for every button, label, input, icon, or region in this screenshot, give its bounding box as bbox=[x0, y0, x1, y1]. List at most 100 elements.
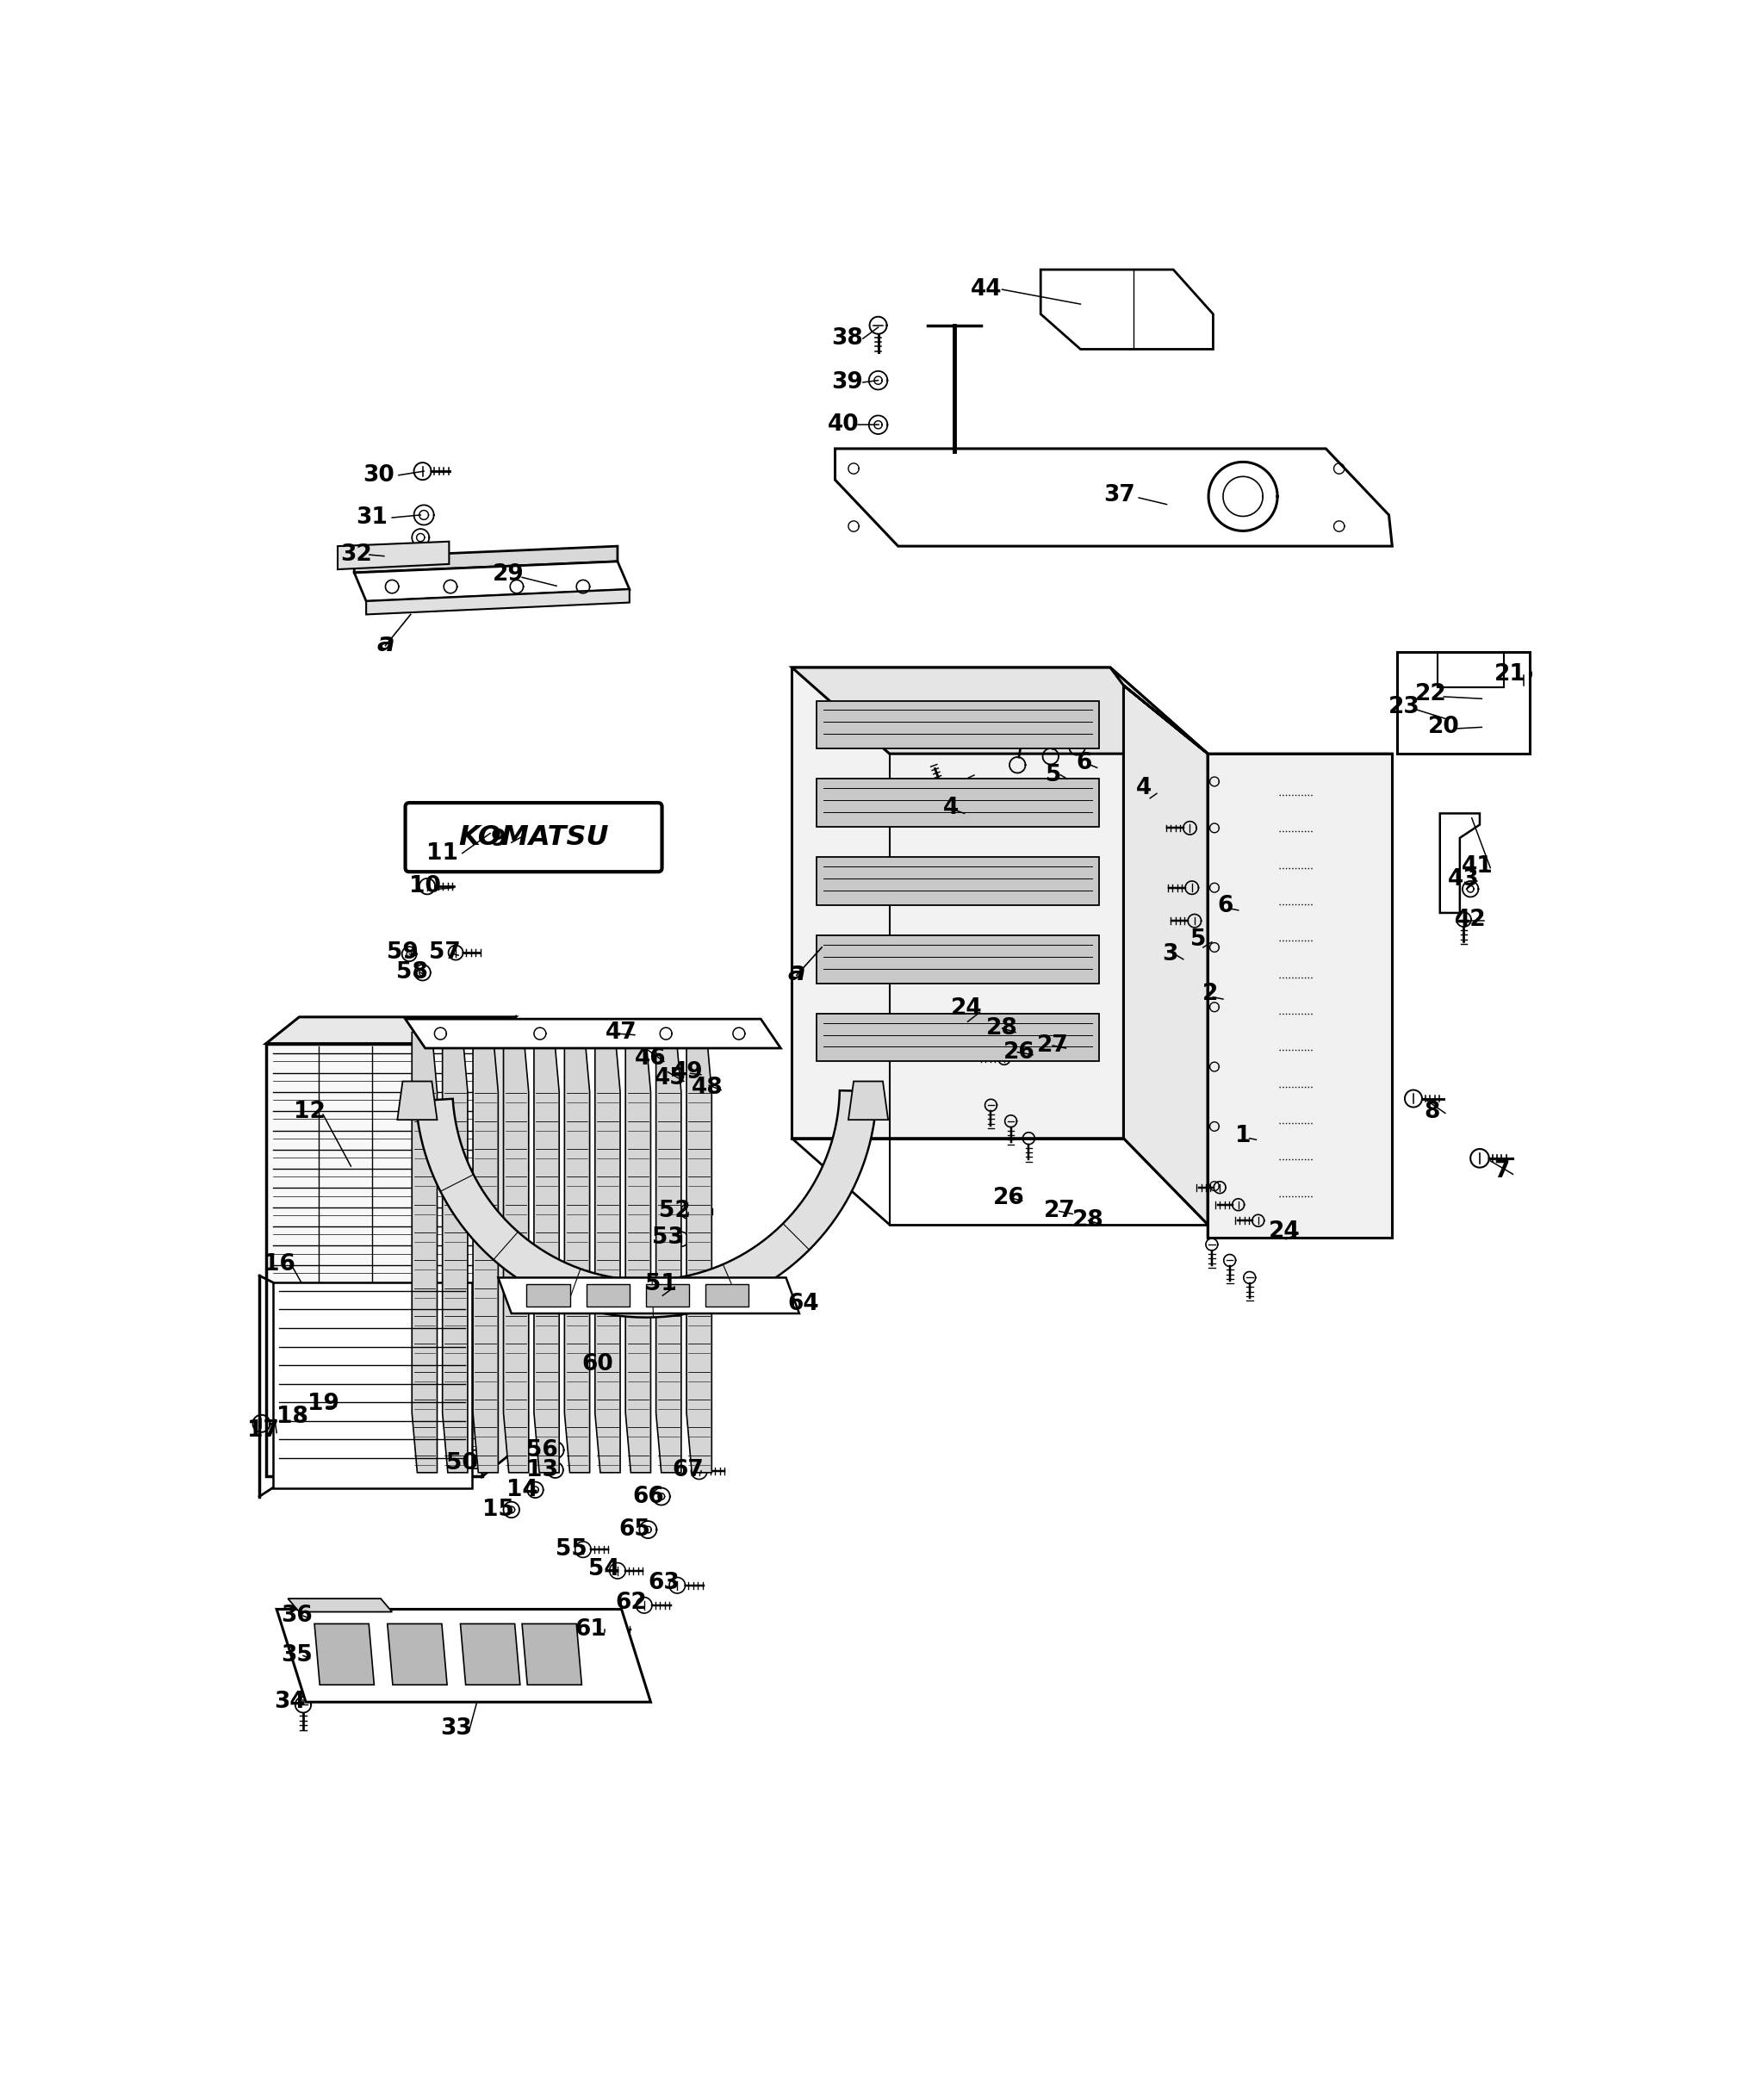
Text: 46: 46 bbox=[635, 1048, 667, 1069]
Text: 6: 6 bbox=[1076, 751, 1092, 774]
Polygon shape bbox=[397, 1082, 437, 1119]
Polygon shape bbox=[626, 1031, 651, 1473]
Polygon shape bbox=[848, 1082, 887, 1119]
Text: 19: 19 bbox=[307, 1393, 339, 1414]
Text: 41: 41 bbox=[1461, 856, 1492, 879]
Text: 13: 13 bbox=[526, 1458, 557, 1481]
Text: 66: 66 bbox=[632, 1485, 663, 1508]
Text: 8: 8 bbox=[1424, 1100, 1439, 1123]
Text: 60: 60 bbox=[582, 1354, 614, 1374]
Text: 44: 44 bbox=[970, 278, 1002, 301]
Text: 6: 6 bbox=[1217, 895, 1233, 918]
Polygon shape bbox=[443, 1031, 467, 1473]
Polygon shape bbox=[834, 448, 1392, 546]
Text: 42: 42 bbox=[1455, 908, 1487, 931]
Text: a: a bbox=[789, 960, 806, 985]
Text: 3: 3 bbox=[1162, 943, 1178, 964]
Text: 23: 23 bbox=[1388, 697, 1420, 718]
Text: KOMATSU: KOMATSU bbox=[459, 824, 609, 851]
Text: 64: 64 bbox=[787, 1293, 818, 1316]
Text: 38: 38 bbox=[831, 326, 863, 349]
Polygon shape bbox=[1124, 686, 1392, 1238]
Polygon shape bbox=[473, 1031, 497, 1473]
Text: 43: 43 bbox=[1448, 868, 1480, 891]
Polygon shape bbox=[355, 561, 630, 600]
Polygon shape bbox=[1208, 753, 1392, 1238]
Text: 37: 37 bbox=[1102, 483, 1134, 506]
Text: 28: 28 bbox=[986, 1017, 1018, 1040]
Text: 32: 32 bbox=[340, 544, 372, 567]
Text: 65: 65 bbox=[619, 1519, 651, 1542]
Text: 27: 27 bbox=[1044, 1201, 1074, 1222]
Text: 58: 58 bbox=[397, 962, 427, 983]
Text: 26: 26 bbox=[1004, 1042, 1035, 1063]
Text: 20: 20 bbox=[1429, 715, 1461, 738]
Polygon shape bbox=[686, 1031, 711, 1473]
Text: 2: 2 bbox=[1201, 983, 1217, 1004]
Polygon shape bbox=[817, 858, 1099, 906]
Text: 21: 21 bbox=[1494, 663, 1526, 686]
Text: 16: 16 bbox=[263, 1253, 295, 1276]
Text: 18: 18 bbox=[277, 1406, 309, 1429]
Text: 14: 14 bbox=[506, 1479, 538, 1502]
Text: 28: 28 bbox=[1073, 1209, 1104, 1232]
Text: 50: 50 bbox=[446, 1452, 478, 1475]
Polygon shape bbox=[337, 542, 450, 569]
Text: 24: 24 bbox=[951, 998, 983, 1019]
Polygon shape bbox=[586, 1284, 630, 1308]
Polygon shape bbox=[792, 667, 1208, 753]
Text: 11: 11 bbox=[427, 841, 459, 864]
Polygon shape bbox=[564, 1031, 589, 1473]
Text: 56: 56 bbox=[526, 1439, 557, 1460]
Polygon shape bbox=[656, 1031, 681, 1473]
Text: 63: 63 bbox=[647, 1571, 679, 1594]
Polygon shape bbox=[1041, 270, 1214, 349]
Text: 36: 36 bbox=[280, 1605, 312, 1628]
Text: 53: 53 bbox=[653, 1226, 684, 1249]
Text: 22: 22 bbox=[1415, 682, 1446, 705]
Text: 45: 45 bbox=[654, 1067, 686, 1090]
Text: 15: 15 bbox=[482, 1498, 513, 1521]
Polygon shape bbox=[273, 1282, 471, 1487]
Text: 10: 10 bbox=[409, 874, 441, 897]
Polygon shape bbox=[706, 1284, 750, 1308]
Text: 1: 1 bbox=[1235, 1125, 1251, 1149]
Text: 9: 9 bbox=[490, 828, 506, 851]
Polygon shape bbox=[817, 935, 1099, 983]
Text: 17: 17 bbox=[247, 1418, 279, 1441]
Text: 26: 26 bbox=[993, 1186, 1025, 1209]
Polygon shape bbox=[416, 1090, 877, 1318]
Polygon shape bbox=[406, 1019, 781, 1048]
Polygon shape bbox=[266, 1044, 482, 1477]
Polygon shape bbox=[314, 1623, 374, 1684]
Polygon shape bbox=[527, 1284, 570, 1308]
Text: 12: 12 bbox=[295, 1100, 326, 1123]
Text: 59: 59 bbox=[386, 941, 418, 964]
Polygon shape bbox=[1110, 667, 1208, 1224]
Text: 33: 33 bbox=[439, 1718, 471, 1741]
Text: 5: 5 bbox=[1046, 764, 1062, 787]
FancyBboxPatch shape bbox=[406, 803, 662, 872]
Polygon shape bbox=[367, 590, 630, 615]
Text: a: a bbox=[376, 632, 395, 657]
Text: 24: 24 bbox=[1268, 1220, 1300, 1243]
Text: 67: 67 bbox=[672, 1458, 704, 1481]
Polygon shape bbox=[522, 1623, 582, 1684]
Polygon shape bbox=[792, 667, 1124, 1138]
Text: 48: 48 bbox=[691, 1077, 723, 1098]
Polygon shape bbox=[646, 1284, 690, 1308]
Polygon shape bbox=[266, 1017, 515, 1044]
Text: 49: 49 bbox=[672, 1061, 704, 1084]
Polygon shape bbox=[277, 1609, 651, 1703]
Text: 7: 7 bbox=[1494, 1161, 1510, 1182]
Text: 4: 4 bbox=[944, 797, 960, 820]
Polygon shape bbox=[388, 1623, 446, 1684]
Text: 61: 61 bbox=[575, 1617, 607, 1640]
Text: 54: 54 bbox=[589, 1559, 621, 1582]
Text: 4: 4 bbox=[1136, 776, 1152, 799]
Text: 62: 62 bbox=[616, 1592, 647, 1613]
Polygon shape bbox=[594, 1031, 621, 1473]
Polygon shape bbox=[1439, 814, 1480, 912]
Polygon shape bbox=[1397, 653, 1529, 753]
Text: 34: 34 bbox=[273, 1690, 305, 1713]
